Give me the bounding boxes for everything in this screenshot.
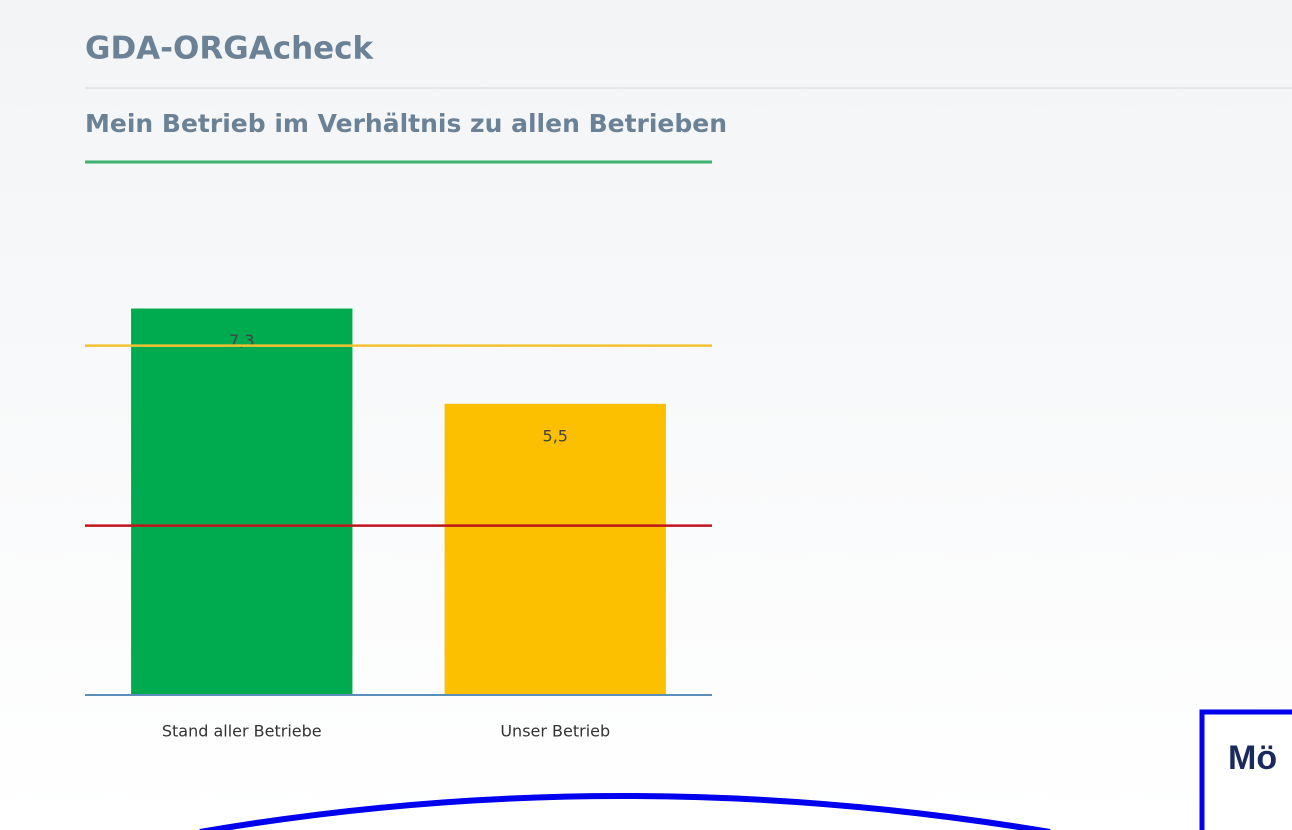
bar [444, 403, 666, 695]
bar [131, 308, 353, 695]
chart: 7,3 Stand aller Betriebe 5,5 Unser Betrieb [85, 308, 712, 741]
x-tick-label: Unser Betrieb [500, 722, 610, 741]
callout-text: Mö [1228, 739, 1277, 777]
callout-box [1199, 709, 1292, 830]
value-label: 5,5 [543, 426, 568, 445]
page-title: GDA-ORGAcheck [85, 31, 375, 67]
value-label: 7,3 [229, 331, 254, 350]
section-title: Mein Betrieb im Verhältnis zu allen Betr… [85, 109, 727, 138]
x-tick-label: Stand aller Betriebe [162, 722, 322, 741]
highlight-arc [199, 793, 1051, 830]
